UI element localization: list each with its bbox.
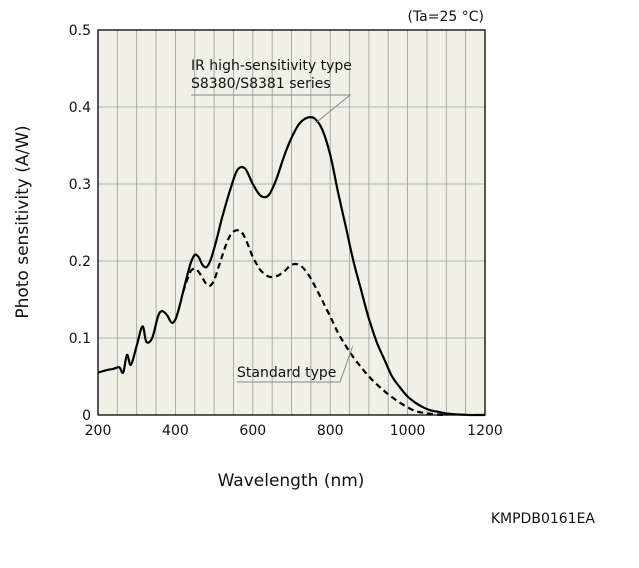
y-tick-label: 0.1: [69, 331, 91, 347]
y-tick-label: 0.5: [69, 23, 91, 39]
x-tick-label: 600: [239, 423, 266, 439]
y-tick-label: 0.3: [69, 177, 91, 193]
x-axis-title: Wavelength (nm): [218, 471, 365, 491]
x-tick-label: 1000: [390, 423, 426, 439]
series-group: [97, 115, 485, 417]
plot-frame: [97, 29, 486, 416]
condition-label: (Ta=25 °C): [407, 9, 484, 25]
grid: [98, 30, 485, 415]
annotation-ir-leader: [191, 94, 352, 124]
x-tick-label: 400: [162, 423, 189, 439]
document-code: KMPDB0161EA: [490, 511, 595, 527]
annotation-standard-leader: [237, 345, 354, 383]
annotation-standard-label: Standard type: [237, 365, 336, 381]
annotations: IR high-sensitivity type S8380/S8381 seri…: [191, 58, 354, 383]
y-tick-label: 0.2: [69, 254, 91, 270]
tick-labels: 200 400 600 800 1000 1200 0 0.1 0.2 0.3 0.4 0.5: [69, 23, 503, 439]
series-line-standard-type: [182, 229, 447, 417]
x-tick-label: 1200: [467, 423, 503, 439]
y-axis-title: Photo sensitivity (A/W): [13, 125, 33, 318]
annotation-ir-label: IR high-sensitivity type: [191, 58, 352, 74]
series-line-ir-high-sensitivity: [97, 115, 485, 417]
y-tick-label: 0: [82, 408, 91, 424]
annotation-ir-label: S8380/S8381 series: [191, 76, 331, 92]
y-tick-label: 0.4: [69, 100, 91, 116]
x-tick-label: 800: [317, 423, 344, 439]
x-tick-label: 200: [85, 423, 112, 439]
